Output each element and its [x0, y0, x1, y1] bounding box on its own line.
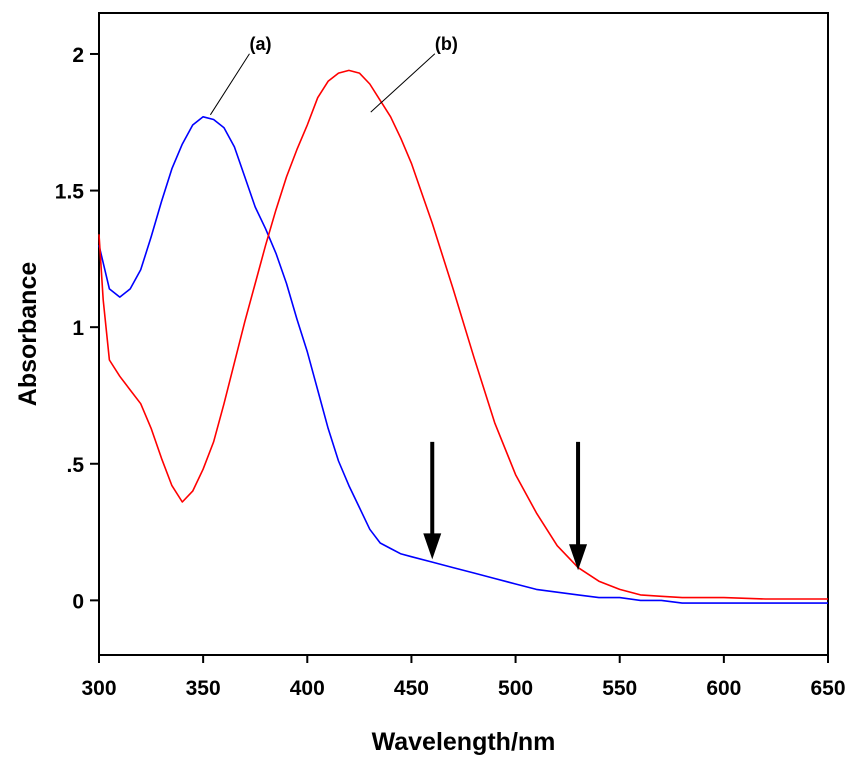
y-tick-label: .5: [66, 454, 84, 477]
x-tick-label: 600: [706, 677, 741, 700]
annotation-label-b: (b): [435, 34, 458, 54]
x-tick-label: 400: [290, 677, 325, 700]
annotation-leader-line: [209, 53, 250, 116]
y-tick-label: 2: [72, 44, 84, 67]
y-tick-label: 1.5: [55, 181, 85, 204]
x-tick-label: 350: [186, 677, 221, 700]
arrow-head: [423, 533, 442, 560]
series-line-a: [98, 116, 828, 604]
y-axis-title: Absorbance: [14, 262, 42, 407]
plot-border: [98, 12, 829, 656]
series-layer: [98, 69, 828, 604]
x-tick-label: 450: [394, 677, 429, 700]
x-tick-label: 500: [498, 677, 533, 700]
y-tick-label: 1: [72, 317, 84, 340]
series-line-b: [98, 69, 828, 600]
annotation-leader-line: [370, 53, 436, 113]
arrow-head: [569, 544, 588, 571]
axis-ticks: 300 350 400 450 500 550 600 650 0 .5 1 1.5 2: [55, 44, 846, 700]
annotation-label-a: (a): [249, 34, 271, 54]
plot-frame: [98, 12, 829, 656]
y-tick-label: 0: [72, 590, 84, 613]
x-tick-label: 300: [81, 677, 116, 700]
annotation-layer: (a) (b): [209, 34, 588, 571]
x-tick-label: 550: [602, 677, 637, 700]
x-axis-title: Wavelength/nm: [372, 728, 556, 756]
x-tick-label: 650: [810, 677, 845, 700]
